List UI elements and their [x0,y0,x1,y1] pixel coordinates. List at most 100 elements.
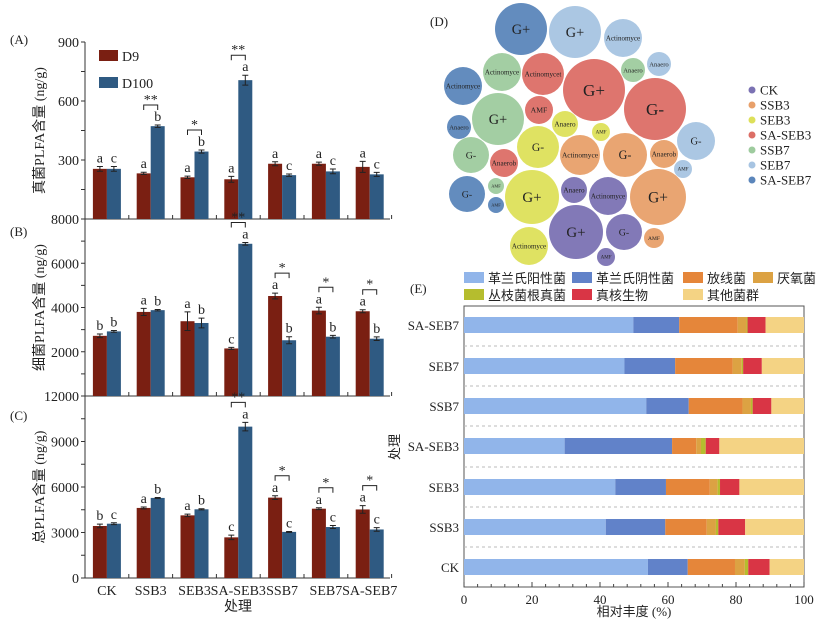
bubble-sa-seb7 [447,115,471,139]
error-bar [329,334,336,339]
legend-swatch [683,272,703,283]
error-bar [315,306,322,315]
significance-letter: b [329,320,336,335]
segment-ssb3 [745,519,804,535]
x-axis-title: 相对丰度 (%) [597,604,672,619]
bubble-ck [606,214,642,250]
error-bar [359,505,366,514]
segment-ssb3 [706,519,716,535]
bar-d9-sa-seb3 [224,179,239,219]
significance-letter: a [272,481,279,496]
significance-letter: a [360,491,367,506]
bubble-label: G- [532,141,544,154]
panel-label: (E) [410,281,427,296]
legend-label: D9 [122,50,139,65]
segment-ssb3 [464,519,606,535]
legend-label: 放线菌 [707,271,746,286]
y-tick-label: SEB7 [429,359,460,374]
y-tick-label: SSB7 [429,399,459,414]
bar-d9-ssb7 [268,497,283,578]
bar-d9-seb3 [180,177,195,219]
significance-stars: ** [144,93,158,108]
segment-seb3 [739,479,804,495]
significance-bracket [187,129,202,135]
error-bar [286,530,293,533]
segment-ssb3 [718,519,746,535]
bubble-label: G+ [566,225,585,241]
significance-letter: b [96,509,103,524]
segment-sa-seb3 [700,438,706,454]
significance-stars: * [279,261,286,276]
significance-letter: c [374,157,380,172]
segment-sa-seb3 [719,438,804,454]
significance-letter: a [316,493,323,508]
error-bar [373,527,380,532]
segment-sa-seb7 [765,317,804,333]
segment-ssb7 [688,398,743,414]
bubble-seb7 [647,52,671,76]
segment-sa-seb7 [633,317,680,333]
segment-sa-seb7 [746,317,748,333]
bubble-ssb7 [453,137,489,173]
error-bar [286,336,293,345]
segment-sa-seb3 [464,438,565,454]
bubble-ck [549,205,603,259]
y-tick-label: 4000 [51,302,79,317]
segment-seb7 [741,358,744,374]
bubble-label: G- [462,189,472,200]
x-tick-label: SA-SEB3 [211,584,266,599]
significance-letter: b [198,135,205,150]
legend-label: 其他菌群 [707,288,759,303]
significance-letter: c [286,516,292,531]
bar-d100-seb7 [325,336,340,396]
segment-seb7 [624,358,676,374]
segment-seb7 [675,358,733,374]
legend-marker [748,131,756,139]
legend-swatch [464,272,484,283]
segment-seb7 [464,358,625,374]
x-tick-label: 100 [794,592,814,607]
legend-marker [748,116,756,124]
bar-d9-seb7 [311,310,326,396]
legend-swatch [753,272,773,283]
significance-letter: b [373,322,380,337]
segment-ssb3 [715,519,719,535]
significance-letter: b [198,303,205,318]
segment-sa-seb3 [705,438,720,454]
bubble-label: Anaero [554,121,576,129]
bubble-label: G+ [583,81,605,100]
y-tick-label: 12000 [44,390,79,405]
segment-seb7 [743,358,762,374]
error-bar [242,241,249,246]
error-bar [198,149,205,154]
segment-ssb3 [605,519,666,535]
bubble-label: AMF [596,131,607,136]
bubble-seb7 [677,122,715,160]
significance-bracket [274,475,290,481]
segment-sa-seb3 [564,438,673,454]
significance-letter: b [198,494,205,509]
significance-letter: a [97,151,104,166]
bar-d9-sa-seb3 [224,537,239,578]
bubble-seb3 [517,126,559,168]
panel-label: (C) [10,408,27,423]
legend-marker [748,176,756,184]
legend-marker [748,161,756,169]
y-tick-label: 600 [58,95,79,110]
bubble-label: Anaerob [492,160,517,168]
bubble-ssb3 [630,169,686,225]
bubble-label: AMF [491,203,501,208]
x-tick-label: CK [97,584,116,599]
y-tick-label: 9000 [51,436,79,451]
segment-sa-seb3 [696,438,701,454]
bar-d100-ssb7 [282,531,297,578]
bubble-label: AMF [648,236,660,242]
bubble-ssb3 [650,140,678,168]
bar-d100-seb7 [325,171,340,219]
error-bar [96,333,103,339]
segment-sa-seb3 [672,438,697,454]
significance-bracket [362,485,378,491]
bubble-panel-d: (D) G+ G+ Actinomyce Actinomyce Actinomycet G+… [430,3,812,266]
